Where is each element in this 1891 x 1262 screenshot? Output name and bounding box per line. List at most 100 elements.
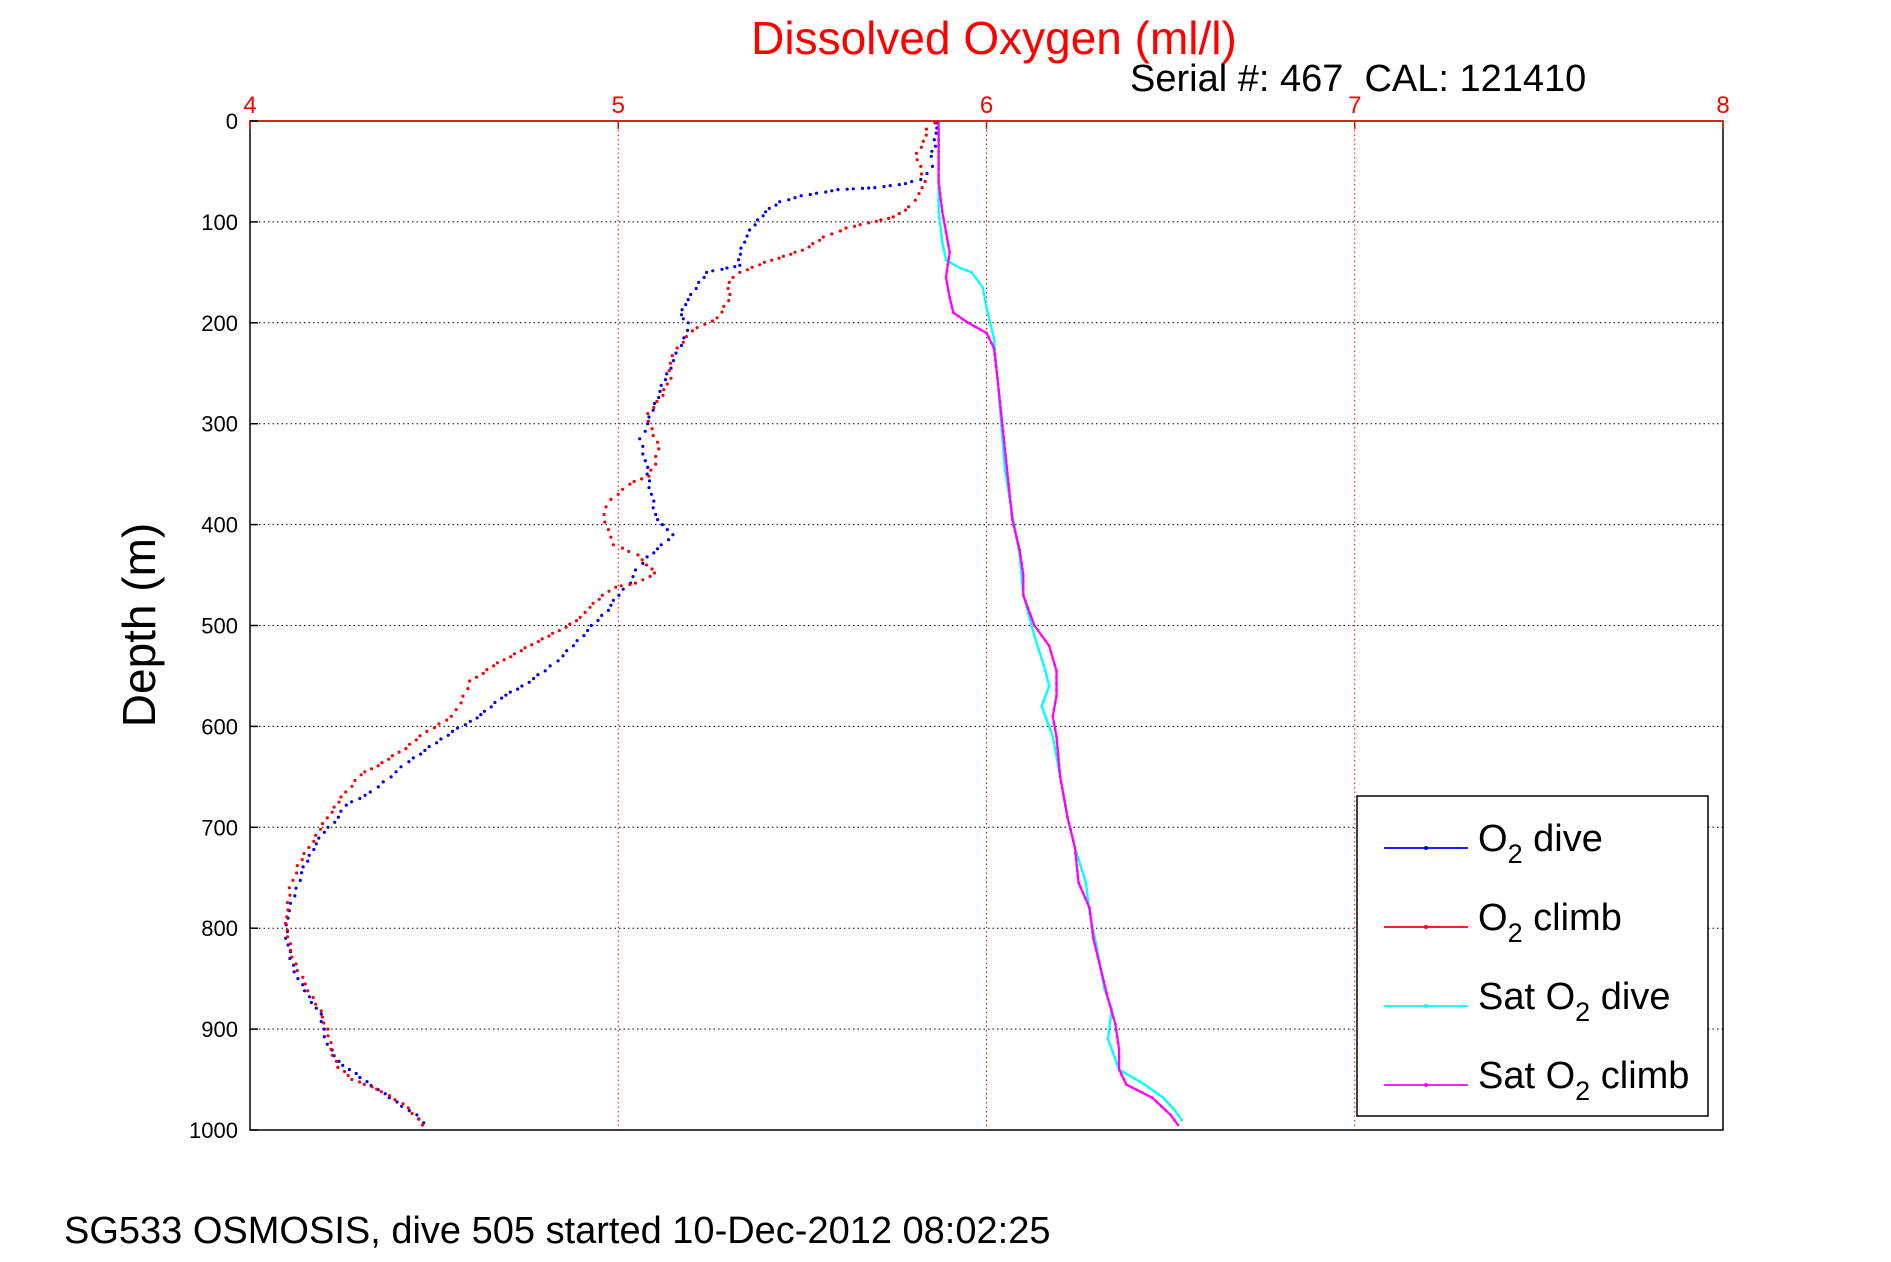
data-point bbox=[586, 628, 590, 633]
data-point bbox=[341, 1063, 345, 1067]
data-point bbox=[961, 318, 965, 321]
data-point bbox=[807, 245, 811, 249]
data-point bbox=[987, 336, 991, 340]
data-point bbox=[1079, 886, 1083, 890]
data-point bbox=[1172, 1108, 1176, 1112]
data-point bbox=[647, 415, 651, 419]
data-point bbox=[1003, 462, 1006, 465]
data-point bbox=[1051, 735, 1055, 738]
data-point bbox=[1084, 881, 1088, 885]
data-point bbox=[1021, 580, 1025, 584]
data-point bbox=[1056, 746, 1059, 750]
data-point bbox=[937, 132, 940, 136]
x-tick-layer: 4 5 6 7 8 bbox=[243, 92, 1730, 129]
data-point bbox=[344, 803, 348, 807]
data-point bbox=[381, 780, 385, 784]
data-point bbox=[1055, 735, 1058, 738]
data-point bbox=[317, 836, 321, 840]
data-point bbox=[650, 427, 654, 431]
data-point bbox=[344, 790, 348, 794]
data-point bbox=[380, 761, 384, 765]
legend-box bbox=[1356, 795, 1709, 1117]
data-point bbox=[600, 593, 604, 597]
data-point bbox=[589, 623, 593, 628]
data-point bbox=[943, 223, 947, 227]
y-tick-label: 400 bbox=[201, 513, 238, 538]
data-point bbox=[654, 462, 658, 466]
data-point bbox=[937, 180, 940, 183]
data-point bbox=[1128, 1074, 1131, 1077]
data-point bbox=[492, 664, 496, 668]
data-point bbox=[1140, 1091, 1144, 1094]
data-point bbox=[1031, 628, 1035, 632]
data-point bbox=[432, 726, 436, 730]
x-tick-label: 7 bbox=[1348, 92, 1361, 119]
data-point bbox=[1042, 699, 1045, 703]
data-point bbox=[401, 1102, 405, 1106]
data-point bbox=[633, 568, 638, 572]
data-point bbox=[641, 452, 645, 456]
data-point bbox=[753, 223, 757, 227]
data-point bbox=[362, 1082, 366, 1086]
data-point bbox=[1075, 869, 1079, 873]
data-point bbox=[295, 864, 299, 868]
data-point bbox=[306, 989, 310, 993]
y-axis-label: Depth (m) bbox=[113, 523, 165, 727]
data-point bbox=[750, 265, 754, 269]
series-sat-o2-dive bbox=[937, 121, 1184, 1122]
data-point bbox=[437, 722, 441, 726]
data-point bbox=[1093, 942, 1097, 946]
data-point bbox=[1052, 740, 1056, 744]
data-point bbox=[1051, 714, 1055, 718]
data-point bbox=[1040, 704, 1044, 708]
data-point bbox=[789, 252, 793, 256]
data-point bbox=[628, 582, 632, 587]
data-point bbox=[739, 246, 743, 250]
data-point bbox=[1085, 887, 1089, 891]
data-point bbox=[944, 230, 948, 234]
data-point bbox=[1008, 494, 1012, 498]
data-point bbox=[991, 330, 994, 334]
data-point bbox=[640, 477, 644, 481]
data-point bbox=[292, 963, 296, 967]
data-point bbox=[330, 810, 334, 814]
data-point bbox=[609, 497, 613, 501]
data-point bbox=[1036, 629, 1040, 632]
data-point bbox=[654, 512, 658, 517]
data-point bbox=[481, 671, 485, 676]
data-point bbox=[655, 440, 660, 444]
data-point bbox=[410, 1111, 414, 1116]
data-point bbox=[647, 479, 652, 483]
data-point bbox=[1030, 618, 1034, 621]
series-o2-climb bbox=[284, 121, 937, 1127]
data-point bbox=[662, 388, 666, 392]
data-point bbox=[939, 198, 943, 202]
data-point bbox=[1057, 758, 1060, 761]
data-point bbox=[288, 901, 293, 905]
data-point bbox=[705, 270, 709, 274]
data-point bbox=[596, 618, 600, 623]
data-point bbox=[652, 551, 656, 555]
data-point bbox=[660, 523, 665, 527]
data-point bbox=[319, 1009, 323, 1013]
data-point bbox=[1069, 827, 1072, 831]
data-point bbox=[568, 622, 572, 626]
data-point bbox=[651, 408, 655, 412]
data-point bbox=[353, 778, 357, 783]
data-point bbox=[1010, 518, 1014, 521]
data-point bbox=[619, 584, 623, 588]
data-point bbox=[888, 184, 892, 188]
data-point bbox=[407, 1109, 411, 1113]
data-point bbox=[684, 303, 688, 307]
data-point bbox=[320, 1015, 324, 1019]
data-point bbox=[758, 263, 762, 267]
data-point bbox=[502, 658, 506, 662]
data-point bbox=[873, 186, 877, 190]
data-point bbox=[945, 269, 949, 273]
legend-label: O2 dive bbox=[1478, 818, 1603, 869]
data-point bbox=[329, 1041, 333, 1045]
data-point bbox=[588, 605, 592, 609]
data-point bbox=[479, 713, 483, 717]
legend: O2 dive O2 climb Sat O2 dive Sat O2 climb bbox=[1356, 795, 1709, 1117]
legend-marker bbox=[1424, 925, 1428, 929]
